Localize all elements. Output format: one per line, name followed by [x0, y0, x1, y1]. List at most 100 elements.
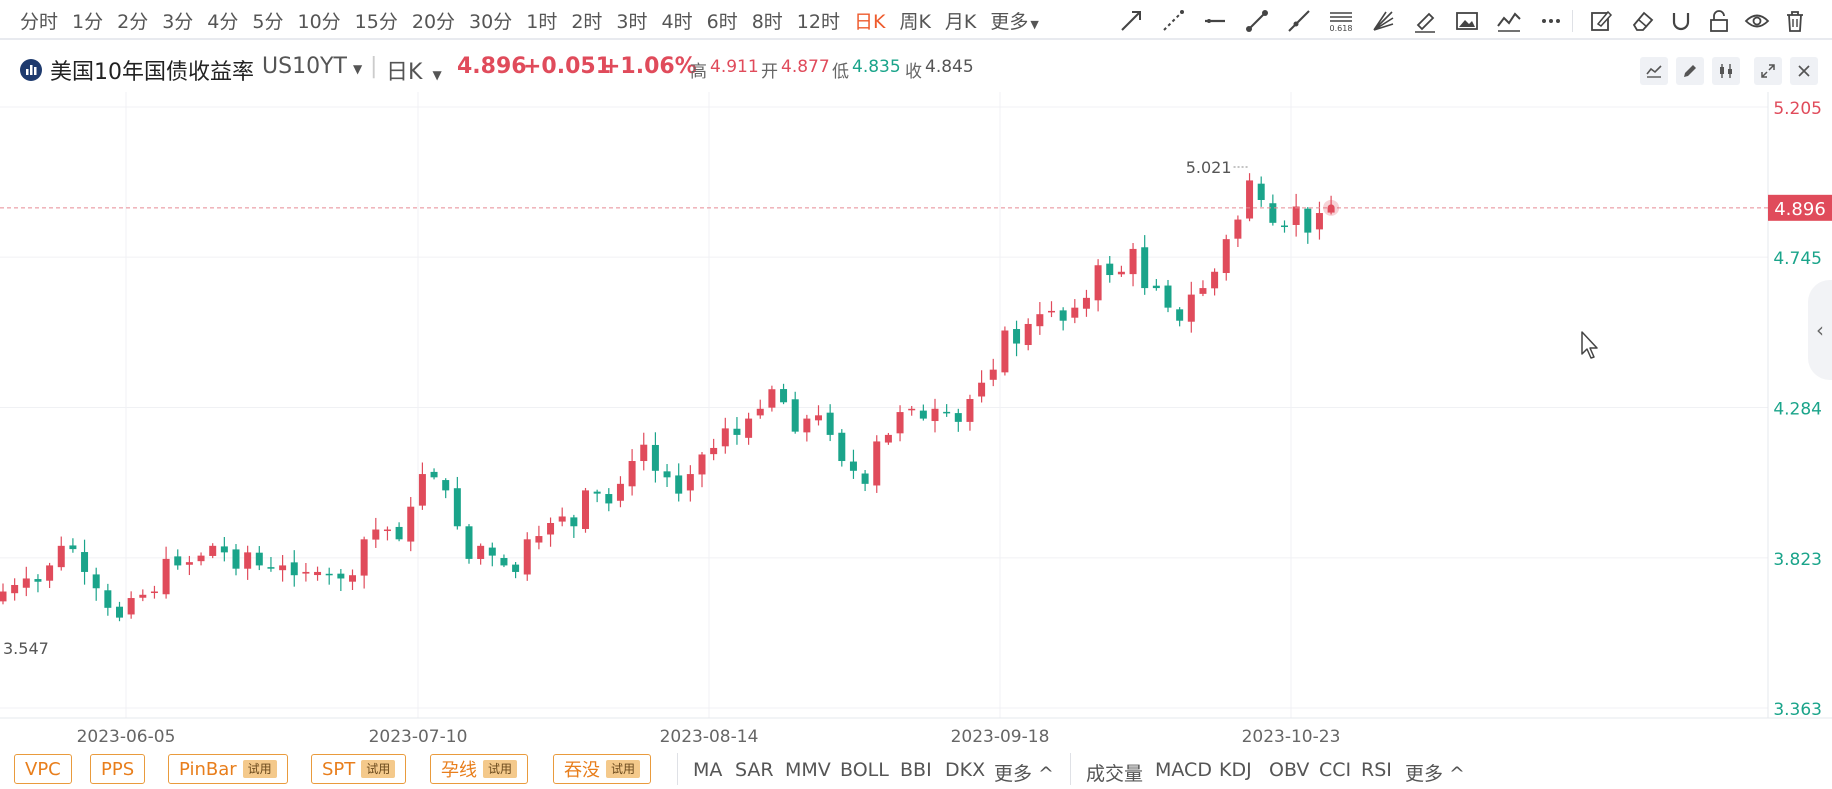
pattern-tag[interactable]: 吞没 试用 [553, 754, 652, 784]
highlighter-icon[interactable] [1412, 8, 1438, 34]
candle [1304, 207, 1312, 244]
candle [943, 404, 951, 417]
trash-icon[interactable] [1782, 8, 1808, 34]
candle [523, 532, 531, 581]
sub-indicator-0[interactable]: 成交量 [1086, 763, 1144, 785]
candle [104, 583, 112, 616]
period-6[interactable]: 10分 [297, 7, 340, 34]
period-4[interactable]: 4分 [207, 7, 238, 34]
draw-toggle-button[interactable] [1676, 57, 1704, 85]
candle [1234, 215, 1242, 248]
candle-body [1036, 314, 1044, 327]
sub-indicator-2[interactable]: KDJ [1219, 759, 1252, 781]
candle [1082, 289, 1090, 317]
extended-line-icon[interactable] [1286, 8, 1312, 34]
period-11[interactable]: 2时 [571, 7, 602, 34]
main-indicator-more[interactable]: 更多 ^ [994, 763, 1054, 785]
period-3[interactable]: 3分 [162, 7, 193, 34]
period-more[interactable]: 更多 ▼ [990, 7, 1038, 34]
tool-separator [1572, 10, 1573, 32]
indicator-toggle-button[interactable] [1640, 57, 1668, 85]
pattern-tag[interactable]: PinBar 试用 [168, 754, 288, 784]
period-7[interactable]: 15分 [355, 7, 398, 34]
candle-body [465, 526, 473, 559]
candle-body [314, 571, 322, 576]
candle-body [954, 413, 962, 422]
period-label: 4分 [207, 10, 239, 33]
fan-icon[interactable] [1370, 8, 1396, 34]
dashed-line-icon[interactable] [1160, 8, 1186, 34]
horizontal-line-icon[interactable] [1202, 8, 1228, 34]
candle-body [81, 552, 89, 572]
candle [640, 432, 648, 471]
sub-indicator-more[interactable]: 更多 ^ [1405, 763, 1465, 785]
period-label: 分时 [20, 10, 59, 33]
period-10[interactable]: 1时 [526, 7, 557, 34]
instrument-name: 美国10年国债收益率 [50, 60, 254, 85]
pattern-tag[interactable]: PPS [90, 754, 146, 784]
sub-indicator-5[interactable]: RSI [1361, 759, 1392, 781]
period-14[interactable]: 6时 [707, 7, 738, 34]
edit-icon[interactable] [1588, 8, 1614, 34]
candle [931, 398, 939, 433]
eraser-icon[interactable] [1630, 8, 1656, 34]
main-indicator-1[interactable]: SAR [735, 759, 774, 781]
main-indicator-4[interactable]: BBI [900, 759, 932, 781]
main-indicator-3[interactable]: BOLL [840, 759, 889, 781]
period-12[interactable]: 3时 [616, 7, 647, 34]
more-dots-icon[interactable] [1538, 8, 1564, 34]
candle-body [733, 428, 741, 435]
magnet-icon[interactable] [1668, 8, 1694, 34]
candle [593, 489, 601, 503]
period-18[interactable]: 周K [899, 7, 930, 34]
wave-icon[interactable] [1496, 8, 1522, 34]
eye-icon[interactable] [1744, 8, 1770, 34]
candle-body [1246, 180, 1254, 219]
pattern-tag[interactable]: 孕线 试用 [430, 754, 529, 784]
candle [22, 566, 30, 597]
period-16[interactable]: 12时 [797, 7, 840, 34]
period-5[interactable]: 5分 [252, 7, 283, 34]
candle-body [978, 382, 986, 397]
period-13[interactable]: 4时 [662, 7, 693, 34]
symbol-selector[interactable]: US10YT ▼ [262, 54, 362, 79]
period-9[interactable]: 30分 [469, 7, 512, 34]
chart-markers: 4.896 5.021 3.547 [0, 158, 1832, 658]
period-15[interactable]: 8时 [752, 7, 783, 34]
main-indicator-2[interactable]: MMV [785, 759, 831, 781]
main-indicator-5[interactable]: DKX [945, 759, 986, 781]
main-indicator-0[interactable]: MA [693, 759, 723, 781]
side-panel-toggle[interactable]: ‹ [1808, 280, 1832, 380]
close-button[interactable] [1790, 57, 1818, 85]
segment-icon[interactable] [1244, 8, 1270, 34]
image-icon[interactable] [1454, 8, 1480, 34]
period-19[interactable]: 月K [945, 7, 976, 34]
ray-arrow-icon[interactable] [1118, 8, 1144, 34]
fullscreen-button[interactable] [1754, 57, 1782, 85]
current-price-badge [1768, 194, 1832, 221]
period-17[interactable]: 日K [854, 7, 885, 34]
period-selector[interactable]: 日K ▼ [386, 54, 442, 86]
candle-body [1013, 329, 1021, 344]
lock-icon[interactable] [1706, 8, 1732, 34]
sub-indicator-1[interactable]: MACD [1155, 759, 1212, 781]
x-tick-label: 2023-08-14 [660, 727, 759, 742]
period-8[interactable]: 20分 [412, 7, 455, 34]
candle [430, 468, 438, 480]
sub-indicator-4[interactable]: CCI [1319, 759, 1352, 781]
candles [0, 173, 1335, 622]
fibonacci-icon[interactable]: 0.618 [1328, 8, 1354, 34]
pattern-tag[interactable]: VPC [14, 754, 72, 784]
pattern-tag[interactable]: SPT 试用 [311, 754, 407, 784]
period-0[interactable]: 分时 [20, 7, 58, 34]
period-2[interactable]: 2分 [117, 7, 148, 34]
period-1[interactable]: 1分 [72, 7, 103, 34]
candle [349, 569, 356, 591]
candle-body [209, 545, 217, 556]
chart-type-button[interactable] [1712, 57, 1740, 85]
candle-body [1117, 271, 1125, 275]
candle-body [663, 471, 671, 478]
sub-indicator-3[interactable]: OBV [1269, 759, 1310, 781]
candle [46, 562, 54, 589]
